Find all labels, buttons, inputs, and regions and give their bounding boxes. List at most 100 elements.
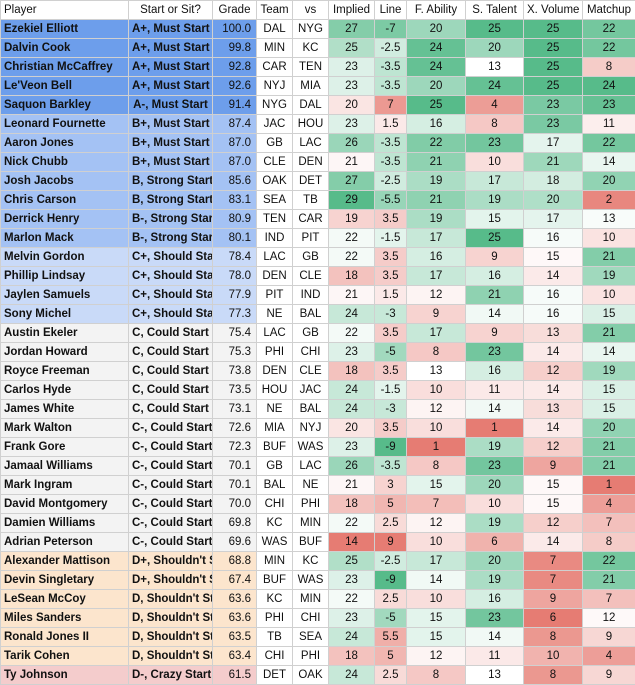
opponent-cell[interactable]: OAK (293, 666, 329, 685)
line-cell[interactable]: -2.5 (375, 172, 407, 191)
matchup-cell[interactable]: 13 (583, 210, 635, 229)
x-volume-cell[interactable]: 16 (524, 286, 583, 305)
implied-cell[interactable]: 29 (329, 191, 375, 210)
start-sit-cell[interactable]: C, Could Start (129, 362, 213, 381)
team-cell[interactable]: SEA (257, 191, 293, 210)
opponent-cell[interactable]: WAS (293, 438, 329, 457)
matchup-cell[interactable]: 20 (583, 419, 635, 438)
matchup-cell[interactable]: 9 (583, 628, 635, 647)
matchup-cell[interactable]: 21 (583, 438, 635, 457)
team-cell[interactable]: DET (257, 666, 293, 685)
player-cell[interactable]: Adrian Peterson (1, 533, 129, 552)
player-cell[interactable]: Royce Freeman (1, 362, 129, 381)
header-player[interactable]: Player (1, 1, 129, 20)
opponent-cell[interactable]: SEA (293, 628, 329, 647)
team-cell[interactable]: CAR (257, 58, 293, 77)
player-cell[interactable]: Phillip Lindsay (1, 267, 129, 286)
team-cell[interactable]: GB (257, 457, 293, 476)
header-line[interactable]: Line (375, 1, 407, 20)
matchup-cell[interactable]: 1 (583, 476, 635, 495)
x-volume-cell[interactable]: 13 (524, 400, 583, 419)
start-sit-cell[interactable]: C-, Could Start (129, 533, 213, 552)
opponent-cell[interactable]: WAS (293, 571, 329, 590)
player-cell[interactable]: Sony Michel (1, 305, 129, 324)
player-cell[interactable]: Nick Chubb (1, 153, 129, 172)
opponent-cell[interactable]: MIA (293, 77, 329, 96)
player-cell[interactable]: Chris Carson (1, 191, 129, 210)
implied-cell[interactable]: 24 (329, 381, 375, 400)
team-cell[interactable]: IND (257, 229, 293, 248)
header-matchup[interactable]: Matchup (583, 1, 635, 20)
line-cell[interactable]: -3.5 (375, 58, 407, 77)
x-volume-cell[interactable]: 12 (524, 362, 583, 381)
matchup-cell[interactable]: 4 (583, 647, 635, 666)
x-volume-cell[interactable]: 6 (524, 609, 583, 628)
start-sit-cell[interactable]: A+, Must Start (129, 39, 213, 58)
f-ability-cell[interactable]: 12 (407, 286, 466, 305)
implied-cell[interactable]: 21 (329, 286, 375, 305)
matchup-cell[interactable]: 15 (583, 381, 635, 400)
grade-cell[interactable]: 80.9 (213, 210, 257, 229)
x-volume-cell[interactable]: 12 (524, 438, 583, 457)
s-talent-cell[interactable]: 23 (466, 343, 524, 362)
s-talent-cell[interactable]: 9 (466, 248, 524, 267)
f-ability-cell[interactable]: 25 (407, 96, 466, 115)
player-cell[interactable]: Ezekiel Elliott (1, 20, 129, 39)
opponent-cell[interactable]: GB (293, 248, 329, 267)
player-cell[interactable]: Jamaal Williams (1, 457, 129, 476)
implied-cell[interactable]: 25 (329, 552, 375, 571)
start-sit-cell[interactable]: C+, Should Start (129, 305, 213, 324)
team-cell[interactable]: LAC (257, 248, 293, 267)
start-sit-cell[interactable]: B+, Must Start (129, 134, 213, 153)
start-sit-cell[interactable]: C-, Could Start (129, 476, 213, 495)
matchup-cell[interactable]: 22 (583, 20, 635, 39)
f-ability-cell[interactable]: 12 (407, 400, 466, 419)
team-cell[interactable]: NYG (257, 96, 293, 115)
line-cell[interactable]: -3.5 (375, 457, 407, 476)
grade-cell[interactable]: 87.0 (213, 153, 257, 172)
opponent-cell[interactable]: PHI (293, 647, 329, 666)
matchup-cell[interactable]: 21 (583, 571, 635, 590)
x-volume-cell[interactable]: 13 (524, 324, 583, 343)
opponent-cell[interactable]: DEN (293, 153, 329, 172)
opponent-cell[interactable]: CHI (293, 609, 329, 628)
line-cell[interactable]: 3.5 (375, 210, 407, 229)
start-sit-cell[interactable]: D, Shouldn't Start (129, 628, 213, 647)
line-cell[interactable]: 3.5 (375, 248, 407, 267)
matchup-cell[interactable]: 12 (583, 609, 635, 628)
x-volume-cell[interactable]: 25 (524, 77, 583, 96)
implied-cell[interactable]: 26 (329, 134, 375, 153)
s-talent-cell[interactable]: 20 (466, 552, 524, 571)
grade-cell[interactable]: 83.1 (213, 191, 257, 210)
s-talent-cell[interactable]: 14 (466, 400, 524, 419)
player-cell[interactable]: Frank Gore (1, 438, 129, 457)
start-sit-cell[interactable]: C-, Could Start (129, 419, 213, 438)
team-cell[interactable]: MIN (257, 552, 293, 571)
implied-cell[interactable]: 20 (329, 96, 375, 115)
matchup-cell[interactable]: 10 (583, 286, 635, 305)
grade-cell[interactable]: 78.4 (213, 248, 257, 267)
line-cell[interactable]: 2.5 (375, 590, 407, 609)
implied-cell[interactable]: 24 (329, 305, 375, 324)
opponent-cell[interactable]: NE (293, 476, 329, 495)
s-talent-cell[interactable]: 13 (466, 58, 524, 77)
grade-cell[interactable]: 75.4 (213, 324, 257, 343)
grade-cell[interactable]: 77.3 (213, 305, 257, 324)
team-cell[interactable]: KC (257, 590, 293, 609)
implied-cell[interactable]: 23 (329, 343, 375, 362)
s-talent-cell[interactable]: 24 (466, 77, 524, 96)
team-cell[interactable]: BUF (257, 571, 293, 590)
player-cell[interactable]: Mark Ingram (1, 476, 129, 495)
grade-cell[interactable]: 67.4 (213, 571, 257, 590)
team-cell[interactable]: KC (257, 514, 293, 533)
matchup-cell[interactable]: 11 (583, 115, 635, 134)
start-sit-cell[interactable]: D-, Crazy Start (129, 666, 213, 685)
line-cell[interactable]: -1.5 (375, 381, 407, 400)
x-volume-cell[interactable]: 21 (524, 153, 583, 172)
start-sit-cell[interactable]: D, Shouldn't Start (129, 647, 213, 666)
f-ability-cell[interactable]: 19 (407, 210, 466, 229)
team-cell[interactable]: HOU (257, 381, 293, 400)
start-sit-cell[interactable]: A+, Must Start (129, 77, 213, 96)
header-team[interactable]: Team (257, 1, 293, 20)
matchup-cell[interactable]: 22 (583, 134, 635, 153)
